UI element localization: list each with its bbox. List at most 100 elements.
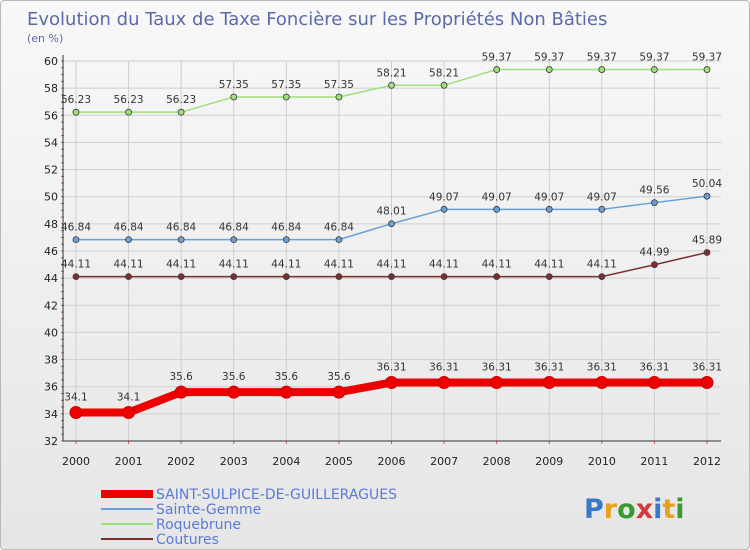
data-point (227, 385, 241, 399)
data-point (72, 236, 80, 244)
data-point (703, 249, 711, 256)
data-label: 46.84 (61, 222, 91, 234)
x-tick-label: 2006 (378, 455, 406, 468)
proxiti-logo: Proxiti (584, 494, 685, 525)
legend-label: Sainte-Gemme (156, 502, 261, 518)
axes: 32 34 36 38 40 42 44 46 48 50 52 54 56 58 60 2000 2001 20… (44, 55, 721, 468)
data-label: 44.11 (271, 259, 301, 271)
y-tick-label: 40 (44, 326, 58, 339)
x-tick-label: 2009 (535, 455, 563, 468)
data-label: 46.84 (324, 222, 354, 234)
data-label: 49.07 (534, 191, 564, 203)
data-point (700, 376, 714, 390)
data-point (493, 205, 501, 213)
data-label: 36.31 (534, 362, 564, 374)
y-tick-label: 52 (44, 164, 58, 177)
data-label: 49.07 (482, 191, 512, 203)
data-point (545, 273, 553, 281)
data-label: 36.31 (587, 362, 617, 374)
data-label: 58.21 (376, 67, 406, 79)
y-tick-label: 44 (44, 272, 58, 285)
data-point (493, 66, 501, 73)
data-label: 49.07 (587, 191, 617, 203)
data-label: 36.31 (429, 362, 459, 374)
data-label: 46.84 (166, 222, 196, 234)
data-point (545, 66, 553, 73)
data-label: 49.56 (639, 185, 669, 197)
data-point (437, 376, 451, 390)
data-label: 50.04 (692, 178, 722, 190)
x-tick-label: 2000 (62, 455, 90, 468)
data-point (440, 273, 448, 281)
data-label: 35.6 (222, 371, 246, 383)
data-label: 36.31 (482, 362, 512, 374)
x-tick-label: 2010 (588, 455, 616, 468)
data-point (703, 66, 711, 73)
y-tick-label: 42 (44, 299, 58, 312)
x-tick-label: 2007 (430, 455, 458, 468)
data-point (647, 376, 661, 390)
legend-label: Roquebrune (156, 517, 241, 533)
data-point (177, 108, 185, 116)
data-label: 36.31 (692, 362, 722, 374)
data-label: 44.11 (324, 259, 354, 271)
data-label: 46.84 (271, 222, 301, 234)
data-label: 44.11 (166, 259, 196, 271)
series-group: 56.23 56.23 56.23 57.35 57.35 57.35 58.21 58.21… (61, 52, 722, 419)
data-point (388, 273, 395, 281)
data-point (651, 261, 658, 269)
data-label: 57.35 (271, 79, 301, 91)
data-point (282, 273, 290, 281)
x-tick-label: 2002 (167, 455, 195, 468)
data-point (440, 205, 448, 213)
series-3: 44.11 44.11 44.11 44.11 44.11 44.11 44.11 44.11… (61, 234, 722, 281)
data-point (335, 93, 343, 101)
data-label: 49.07 (429, 191, 459, 203)
data-label: 59.37 (587, 52, 617, 64)
data-point (440, 81, 448, 89)
series-1: 46.84 46.84 46.84 46.84 46.84 46.84 48.01 49.07… (61, 178, 722, 244)
y-tick-label: 56 (44, 109, 58, 122)
data-label: 34.1 (117, 392, 140, 404)
data-point (335, 273, 343, 281)
y-tick-label: 38 (44, 354, 58, 367)
data-point (279, 385, 293, 399)
data-label: 35.6 (327, 371, 351, 383)
data-label: 46.84 (219, 222, 249, 234)
data-label: 44.11 (587, 259, 617, 271)
data-point (598, 205, 606, 213)
data-label: 56.23 (61, 94, 91, 106)
x-tick-label: 2008 (483, 455, 511, 468)
data-label: 44.99 (639, 247, 669, 259)
chart-title: Evolution du Taux de Taxe Foncière sur l… (27, 9, 607, 30)
data-label: 36.31 (639, 362, 669, 374)
data-point (651, 199, 658, 207)
y-tick-label: 34 (44, 408, 58, 421)
series-2: 56.23 56.23 56.23 57.35 57.35 57.35 58.21 58.21… (61, 52, 722, 116)
data-point (125, 236, 132, 244)
data-point (72, 108, 80, 116)
data-point (388, 81, 395, 89)
x-tick-label: 2011 (640, 455, 668, 468)
data-label: 35.6 (169, 371, 193, 383)
data-point (335, 236, 343, 244)
y-tick-label: 54 (44, 136, 58, 149)
data-point (122, 406, 136, 419)
y-tick-label: 36 (44, 381, 58, 394)
y-tick-label: 50 (44, 191, 58, 204)
x-tick-label: 2012 (693, 455, 721, 468)
x-tick-label: 2001 (115, 455, 143, 468)
y-tick-label: 48 (44, 218, 58, 231)
data-label: 44.11 (482, 259, 512, 271)
data-label: 35.6 (275, 371, 299, 383)
y-tick-label: 60 (44, 55, 58, 68)
data-point (177, 236, 185, 244)
data-label: 56.23 (166, 94, 196, 106)
data-label: 44.11 (219, 259, 249, 271)
data-label: 34.1 (64, 392, 87, 404)
series-0: 34.1 34.1 35.6 35.6 35.6 35.6 36.31 36.31 36.31 3… (64, 362, 722, 419)
data-label: 59.37 (482, 52, 512, 64)
y-tick-label: 32 (44, 435, 58, 448)
data-point (490, 376, 504, 390)
